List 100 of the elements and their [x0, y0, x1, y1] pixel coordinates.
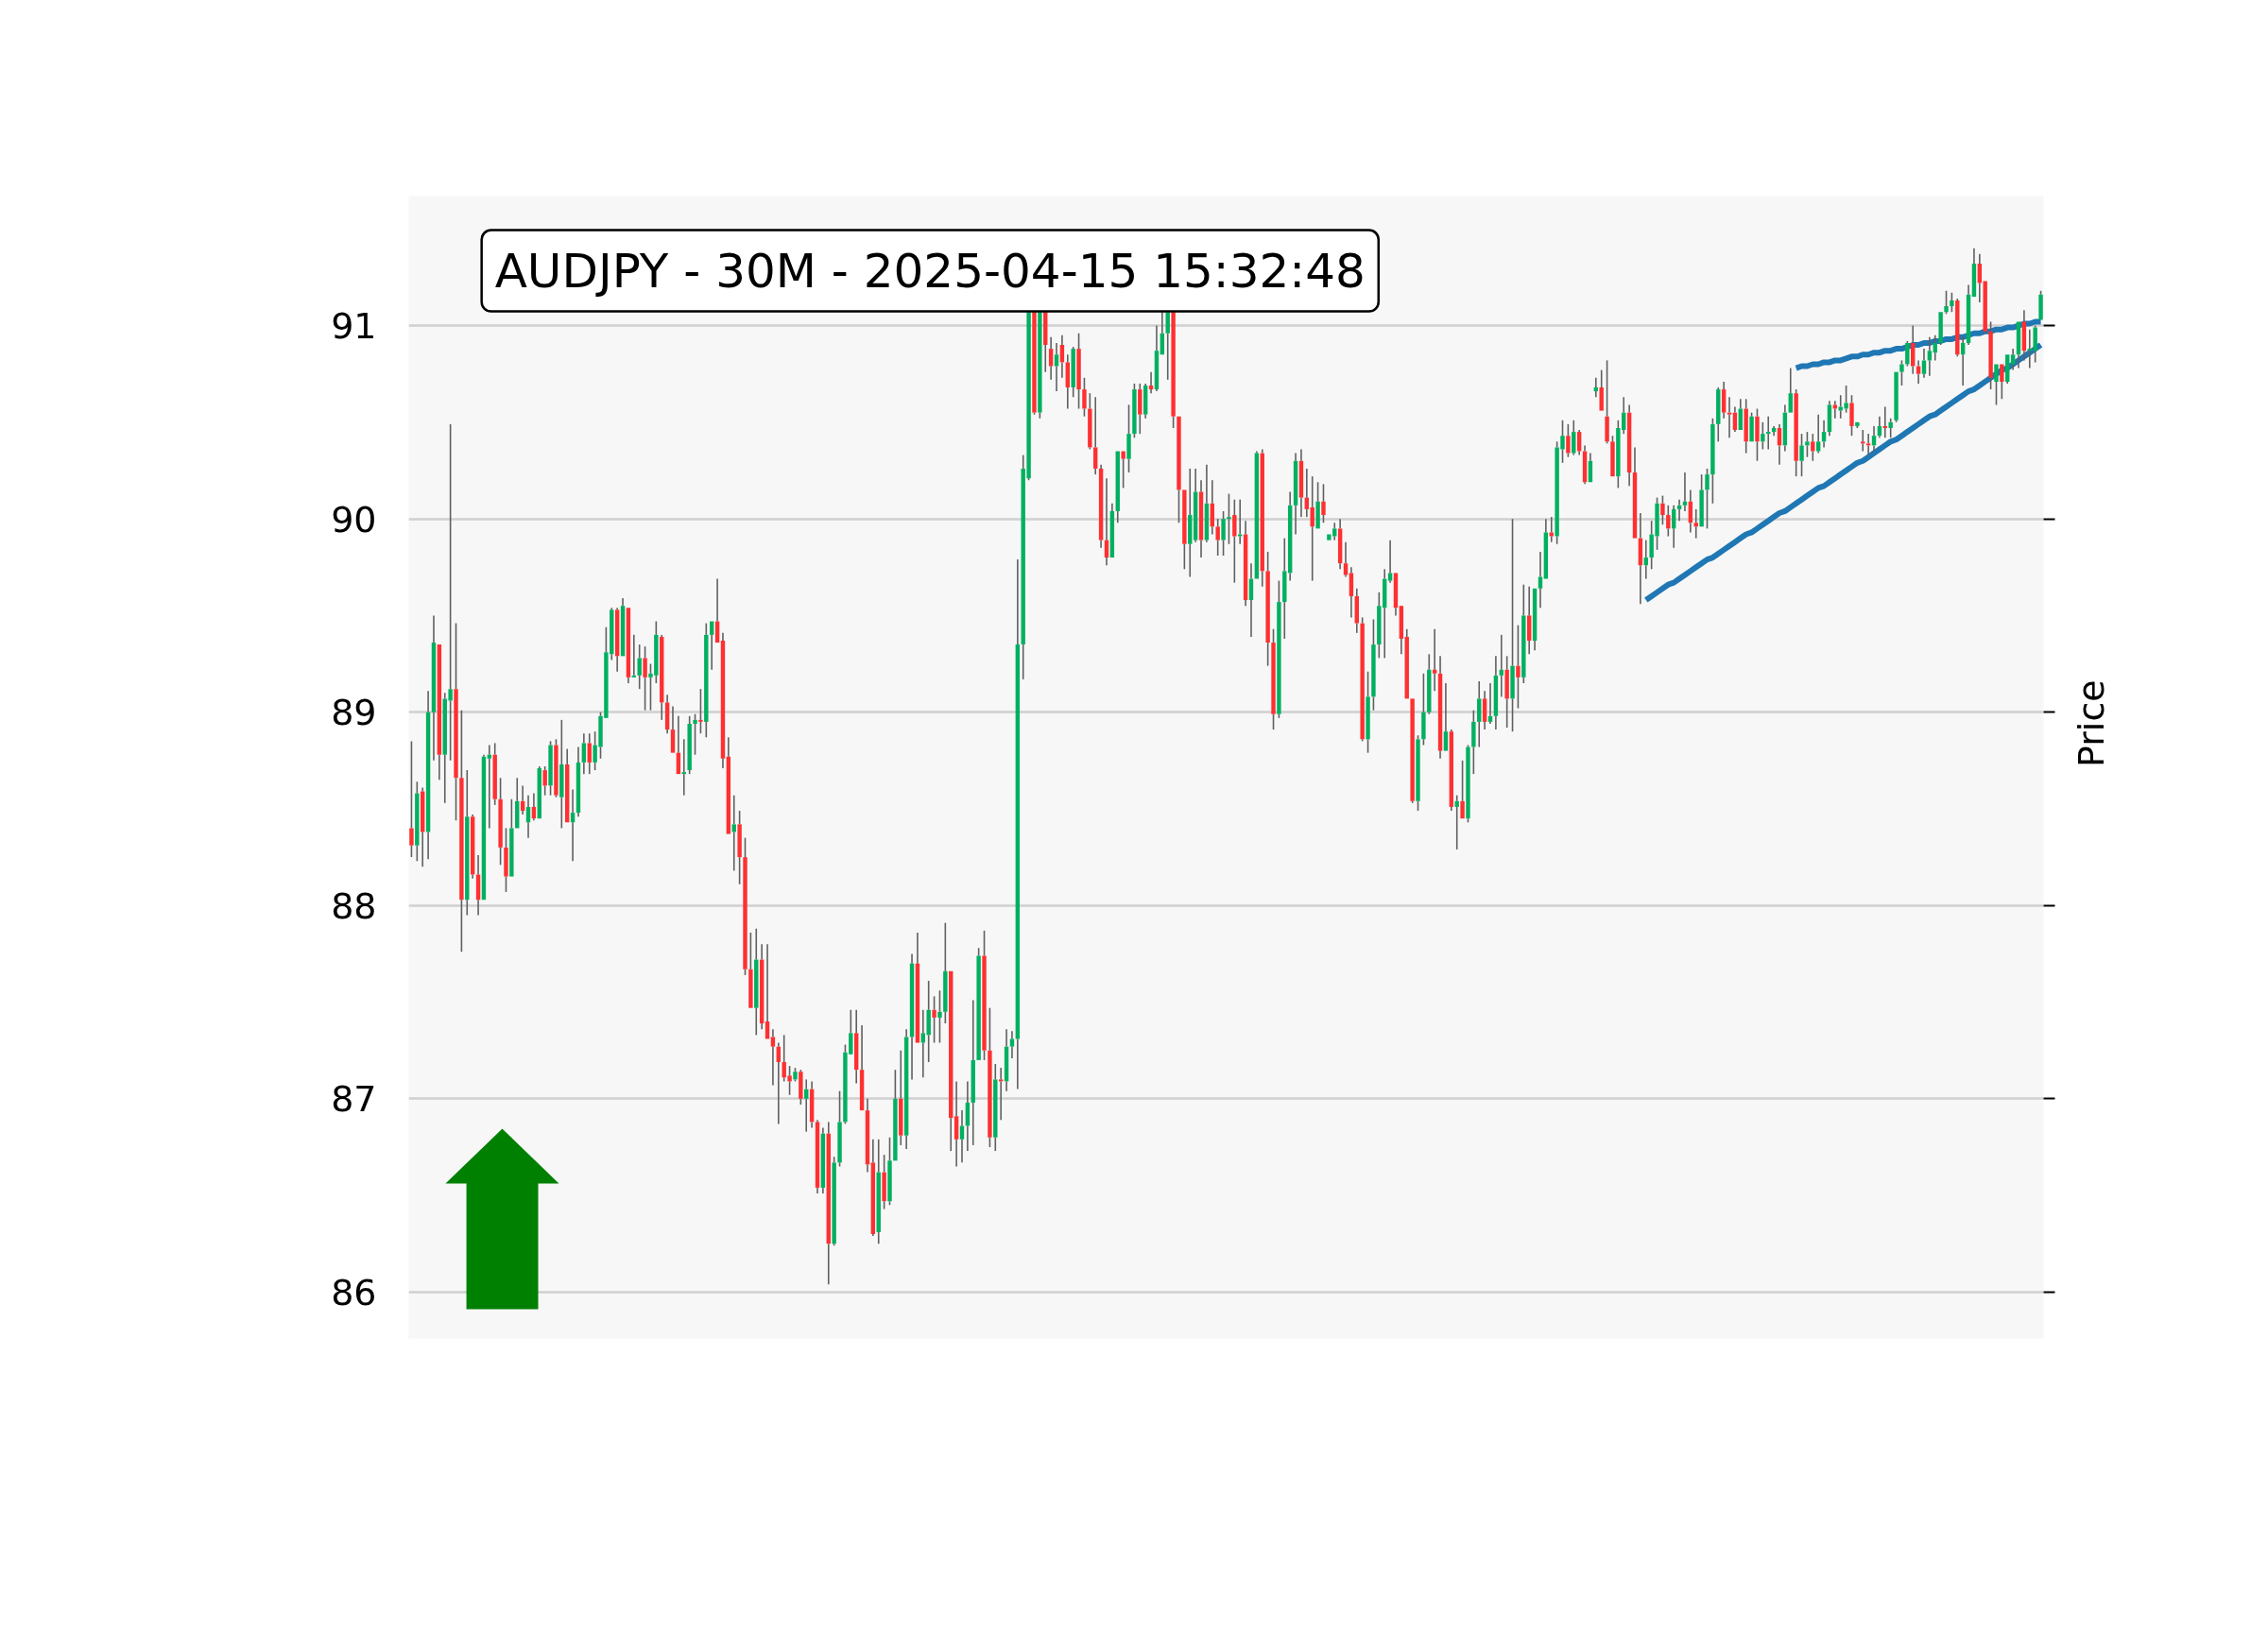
candlestick — [1404, 627, 1409, 699]
candlestick — [559, 719, 564, 830]
candlestick — [2000, 364, 2004, 401]
candlestick — [759, 943, 765, 1030]
candlestick — [1054, 342, 1059, 392]
candlestick — [893, 1069, 898, 1161]
candlestick — [1815, 413, 1821, 455]
candlestick — [576, 746, 581, 817]
candlestick — [465, 769, 470, 917]
y-tick-label: 90 — [331, 498, 377, 540]
candlestick — [581, 732, 587, 775]
candlestick — [565, 747, 570, 823]
candlestick — [1532, 588, 1538, 652]
candlestick — [1188, 468, 1193, 578]
candlestick — [993, 1063, 998, 1152]
candlestick — [1599, 369, 1604, 411]
candlestick — [1015, 558, 1021, 1090]
candlestick — [1983, 281, 1987, 335]
candlestick — [1632, 446, 1638, 539]
candlestick — [481, 753, 487, 901]
candlestick — [1971, 247, 1977, 297]
candlestick — [620, 597, 626, 657]
candlestick — [660, 634, 664, 721]
candlestick — [1254, 450, 1260, 579]
candlestick — [770, 1028, 776, 1087]
candlestick — [1109, 502, 1115, 558]
candlestick — [509, 798, 514, 877]
candlestick — [937, 989, 942, 1044]
candlestick — [1265, 551, 1270, 667]
candlestick — [731, 794, 736, 872]
y-tick-label: 88 — [331, 884, 377, 927]
candlestick — [1048, 336, 1054, 381]
candlestick — [954, 1080, 959, 1168]
candlestick — [1204, 464, 1210, 543]
candlestick — [909, 952, 915, 1081]
candlestick — [1576, 429, 1582, 456]
candlestick — [1315, 481, 1320, 529]
candlestick — [1454, 794, 1459, 850]
candlestick — [1393, 573, 1399, 617]
candlestick — [1227, 492, 1231, 545]
candlestick — [915, 932, 920, 1043]
candlestick — [431, 614, 437, 762]
candlestick — [614, 607, 620, 673]
candlestick — [720, 632, 726, 769]
candlestick — [1482, 690, 1487, 730]
candlestick — [637, 643, 642, 690]
candlestick — [959, 1109, 965, 1164]
candlestick — [748, 932, 753, 1008]
candlestick — [1516, 624, 1521, 710]
candlestick — [1065, 353, 1070, 410]
candlestick — [2021, 309, 2027, 362]
y-tick-label: 86 — [331, 1271, 377, 1313]
candlestick — [853, 1008, 859, 1085]
candlestick — [1955, 298, 1960, 358]
candlestick — [1811, 433, 1815, 462]
candlestick — [1154, 324, 1160, 392]
candlestick — [1354, 587, 1359, 634]
candlestick — [454, 622, 458, 822]
candlestick — [949, 970, 954, 1152]
candlestick — [1177, 416, 1181, 524]
candlestick — [1238, 498, 1243, 545]
candlestick — [492, 742, 497, 806]
candlestick — [1549, 516, 1554, 543]
candlestick — [1287, 490, 1293, 582]
candlestick — [1399, 606, 1404, 656]
candlestick — [1477, 680, 1482, 748]
candlestick — [1911, 324, 1916, 375]
candlestick — [1093, 396, 1098, 475]
candlestick — [1282, 537, 1287, 640]
y-axis-title: Price — [2070, 679, 2112, 767]
candlestick — [1510, 518, 1515, 732]
candlestick — [421, 786, 425, 868]
candlestick — [1626, 403, 1632, 488]
candlestick — [1832, 400, 1838, 420]
candlestick — [1437, 655, 1443, 760]
candlestick — [1098, 464, 1104, 549]
candlestick — [1198, 479, 1204, 558]
candlestick — [859, 1024, 865, 1111]
text: AUDJPY - 30M - 2025-04-15 15:32:48 — [494, 243, 1366, 299]
candlestick — [1143, 383, 1148, 420]
candlestick — [1460, 760, 1465, 819]
candlestick — [1193, 468, 1198, 543]
candlestick — [1293, 452, 1298, 536]
candlestick — [2016, 321, 2021, 369]
candlestick — [1182, 489, 1187, 571]
y-tick-label: 91 — [331, 305, 377, 348]
candlestick — [1921, 348, 1927, 379]
candlestick — [459, 709, 464, 953]
candlestick — [876, 1138, 881, 1245]
candlestick — [1115, 451, 1120, 524]
candlestick — [1721, 381, 1727, 420]
candlestick — [1543, 518, 1549, 579]
candlestick — [1572, 420, 1576, 456]
candlestick — [899, 1049, 903, 1146]
candlestick — [537, 765, 541, 819]
candlestick — [425, 690, 431, 860]
candlestick — [1526, 585, 1532, 656]
candlestick — [1243, 520, 1248, 607]
candlestick — [1349, 566, 1354, 619]
candlestick — [1121, 451, 1125, 489]
